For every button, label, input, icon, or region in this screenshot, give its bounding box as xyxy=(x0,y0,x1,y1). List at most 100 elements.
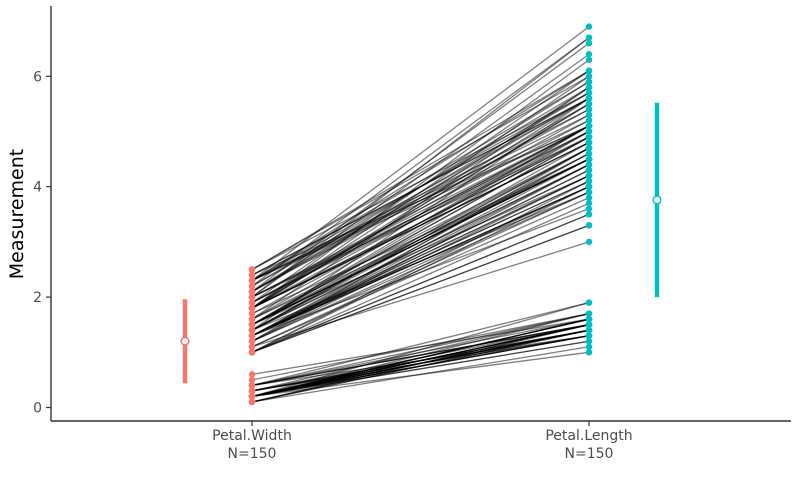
point-petal-length xyxy=(585,183,593,190)
point-petal-length xyxy=(585,73,593,80)
point-petal-width xyxy=(248,315,256,323)
point-petal-length xyxy=(585,39,593,47)
pair-line xyxy=(251,136,590,309)
point-petal-width xyxy=(248,332,256,339)
point-petal-length xyxy=(585,150,593,157)
x-tick-n-label: N=150 xyxy=(228,446,277,462)
point-petal-length xyxy=(585,84,593,91)
point-petal-width xyxy=(248,299,256,306)
point-petal-width xyxy=(248,393,256,400)
point-petal-length xyxy=(585,155,593,163)
pair-line xyxy=(251,97,590,276)
point-petal-length xyxy=(585,327,593,334)
point-petal-length xyxy=(585,172,593,179)
pair-line xyxy=(251,158,590,315)
summary-mean-petal-length xyxy=(652,195,662,205)
point-petal-width xyxy=(248,271,256,279)
point-petal-length xyxy=(585,56,593,63)
pair-line xyxy=(251,70,590,271)
point-petal-width xyxy=(248,398,256,406)
point-petal-length xyxy=(585,200,593,207)
point-petal-length xyxy=(585,128,593,135)
point-petal-length xyxy=(585,95,593,102)
pair-line xyxy=(251,164,590,337)
point-petal-length xyxy=(585,310,593,317)
pair-line xyxy=(251,164,590,331)
pair-line xyxy=(251,324,590,398)
pair-line xyxy=(251,92,590,271)
point-petal-length xyxy=(585,144,593,152)
point-petal-length xyxy=(585,139,593,146)
pair-line xyxy=(251,329,590,398)
pair-line xyxy=(251,119,590,282)
point-petal-length xyxy=(585,111,593,119)
point-petal-length xyxy=(585,349,593,356)
point-petal-length xyxy=(585,189,593,196)
point-petal-width xyxy=(248,266,256,273)
point-petal-length xyxy=(585,23,593,30)
point-petal-width xyxy=(248,288,256,295)
point-petal-length xyxy=(585,117,593,124)
x-tick-label: Petal.Width xyxy=(212,428,292,444)
pair-line xyxy=(251,202,590,353)
point-petal-width xyxy=(248,387,256,395)
pair-line xyxy=(251,301,590,387)
pair-line xyxy=(251,75,590,271)
pair-line xyxy=(251,224,590,353)
axes-layer xyxy=(50,6,791,422)
point-petal-width xyxy=(248,382,256,389)
pair-line xyxy=(251,125,590,298)
point-petal-width xyxy=(248,376,256,384)
pair-line xyxy=(251,186,590,337)
pair-line xyxy=(251,37,590,287)
pair-line xyxy=(251,324,590,387)
point-petal-length xyxy=(585,315,593,323)
point-petal-length xyxy=(585,321,593,328)
point-petal-width xyxy=(248,282,256,290)
pair-line xyxy=(251,141,590,309)
point-petal-width xyxy=(248,321,256,328)
y-tick-label: 0 xyxy=(33,401,42,417)
point-petal-width xyxy=(248,293,256,301)
pair-line xyxy=(251,191,590,348)
pair-line xyxy=(251,169,590,337)
point-petal-length xyxy=(585,161,593,168)
point-petal-width xyxy=(248,338,256,345)
point-petal-length xyxy=(585,222,593,229)
y-ticks-layer: 0 2 4 6 xyxy=(33,69,51,417)
y-tick-label: 4 xyxy=(33,180,42,196)
pair-line xyxy=(251,335,590,398)
x-ticks-layer: Petal.Width N=150 Petal.Length N=150 xyxy=(212,421,633,462)
pair-line xyxy=(251,318,590,387)
pair-line xyxy=(251,108,590,282)
pair-line xyxy=(251,59,590,309)
pair-line xyxy=(251,114,590,282)
point-petal-length xyxy=(585,122,593,130)
pair-line xyxy=(251,153,590,331)
point-petal-width xyxy=(248,277,256,284)
pair-line xyxy=(251,186,590,342)
pair-line xyxy=(251,125,590,309)
x-tick-n-label: N=150 xyxy=(565,446,614,462)
point-petal-length xyxy=(585,78,593,86)
point-petal-length xyxy=(585,51,593,58)
point-petal-length xyxy=(585,205,593,212)
pair-line xyxy=(251,191,590,342)
point-petal-length xyxy=(585,299,593,306)
pair-line xyxy=(251,125,590,304)
pair-line xyxy=(251,340,590,398)
point-petal-length xyxy=(585,166,593,174)
point-petal-length xyxy=(585,106,593,113)
y-tick-label: 6 xyxy=(33,69,42,85)
point-petal-length xyxy=(585,89,593,97)
points-layer xyxy=(248,23,593,406)
pair-line xyxy=(251,125,590,282)
pair-line xyxy=(251,241,590,348)
x-tick-label: Petal.Length xyxy=(545,428,632,444)
point-petal-width xyxy=(248,343,256,350)
pair-line xyxy=(251,26,590,282)
y-axis-title: Measurement xyxy=(6,149,28,279)
pair-line xyxy=(251,318,590,376)
point-petal-width xyxy=(248,371,256,378)
